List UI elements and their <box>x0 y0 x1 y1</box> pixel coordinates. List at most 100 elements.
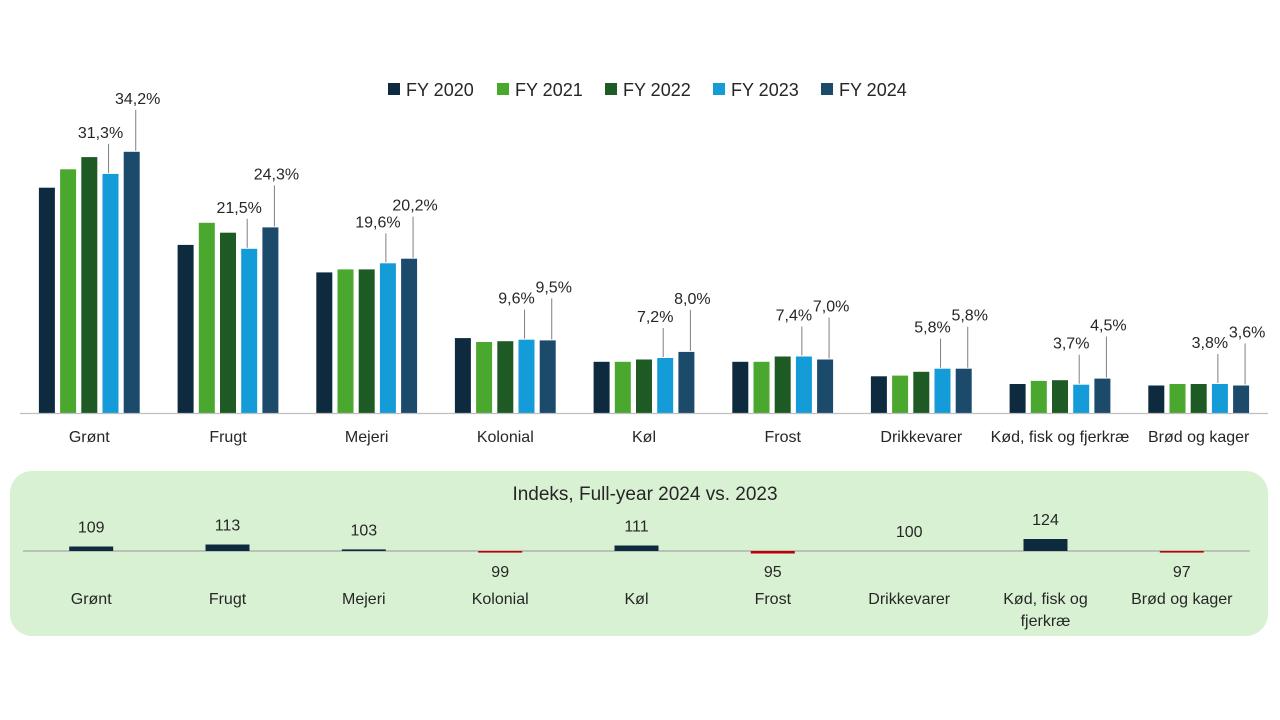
bar-5-4 <box>657 358 674 413</box>
index-category-label-2: Frugt <box>209 591 247 608</box>
index-category-label-7: Drikkevarer <box>868 591 950 608</box>
index-category-label-8-line-2: fjerkræ <box>1021 613 1071 630</box>
bar-5-3 <box>636 359 652 413</box>
bar-2-4 <box>241 248 258 413</box>
x-tick-label-6: Frost <box>764 429 801 446</box>
bar-3-3 <box>358 269 375 413</box>
x-tick-label-9: Brød og kager <box>1148 429 1250 446</box>
legend-label-5: FY 2024 <box>839 80 907 100</box>
data-label-4: 24,3% <box>254 166 299 183</box>
share-bar-chart: Grønt Frugt Mejeri Kolonial Køl Frost Drikkeva… <box>20 91 1268 446</box>
data-label-12: 7,0% <box>813 299 849 316</box>
index-bar-3 <box>341 549 386 551</box>
legend-swatch-4 <box>713 83 725 95</box>
data-label-6: 20,2% <box>392 198 437 215</box>
bar-1-1 <box>38 187 55 413</box>
x-tick-label-8: Kød, fisk og fjerkræ <box>991 429 1130 446</box>
x-tick-label-5: Køl <box>632 429 656 446</box>
bar-3-5 <box>401 258 418 413</box>
bar-1-2 <box>60 169 77 413</box>
bar-6-5 <box>817 359 834 413</box>
bar-4-3 <box>497 341 514 413</box>
data-label-17: 3,8% <box>1192 335 1228 352</box>
legend-label-3: FY 2022 <box>623 80 691 100</box>
bar-1-3 <box>81 157 98 413</box>
bar-6-3 <box>774 356 791 413</box>
bar-7-4 <box>934 368 951 413</box>
data-label-9: 7,2% <box>637 309 673 326</box>
index-category-label-6: Frost <box>755 591 792 608</box>
bar-8-1 <box>1009 384 1026 413</box>
bar-8-3 <box>1052 380 1068 413</box>
index-category-label-8-line-1: Kød, fisk og <box>1003 591 1087 608</box>
index-bar-6 <box>750 551 795 554</box>
data-label-10: 8,0% <box>674 291 710 308</box>
data-label-18: 3,6% <box>1229 325 1265 342</box>
data-label-7: 9,6% <box>498 291 534 308</box>
data-label-1: 31,3% <box>78 125 123 142</box>
bar-6-4 <box>795 356 812 413</box>
bar-9-5 <box>1233 385 1250 413</box>
data-label-13: 5,8% <box>914 320 950 337</box>
index-bar-1 <box>69 546 114 551</box>
bar-3-2 <box>337 269 354 413</box>
bar-9-2 <box>1169 384 1186 413</box>
data-label-14: 5,8% <box>951 308 987 325</box>
index-bar-5 <box>614 545 659 551</box>
index-category-label-3: Mejeri <box>342 591 386 608</box>
x-tick-label-3: Mejeri <box>345 429 389 446</box>
bar-4-1 <box>454 338 471 413</box>
index-bar-4 <box>478 551 523 553</box>
bar-8-2 <box>1030 380 1047 413</box>
data-label-5: 19,6% <box>355 214 400 231</box>
x-tick-label-4: Kolonial <box>477 429 534 446</box>
bar-7-5 <box>955 368 972 413</box>
index-value-label-1: 109 <box>78 520 105 537</box>
index-value-label-2: 113 <box>215 518 241 535</box>
index-value-label-3: 103 <box>350 522 377 539</box>
bar-7-3 <box>913 371 930 414</box>
index-value-label-8: 124 <box>1032 512 1059 529</box>
bar-8-4 <box>1073 384 1090 413</box>
index-value-label-4: 99 <box>491 564 509 581</box>
index-value-label-5: 111 <box>624 519 648 536</box>
bar-6-2 <box>753 361 770 413</box>
bar-5-2 <box>614 361 631 413</box>
bar-9-3 <box>1190 384 1207 413</box>
bar-9-1 <box>1148 385 1165 413</box>
index-category-label-9: Brød og kager <box>1131 591 1233 608</box>
index-category-label-4: Kolonial <box>472 591 529 608</box>
x-tick-label-1: Grønt <box>69 429 110 446</box>
legend-swatch-2 <box>497 83 509 95</box>
bar-2-1 <box>177 244 194 413</box>
legend-label-4: FY 2023 <box>731 80 799 100</box>
data-label-11: 7,4% <box>776 308 812 325</box>
chart-legend: FY 2020 FY 2021 FY 2022 FY 2023 FY 2024 <box>388 80 907 100</box>
bar-5-1 <box>593 361 610 413</box>
x-tick-label-7: Drikkevarer <box>880 429 962 446</box>
bar-2-3 <box>220 232 236 413</box>
legend-label-2: FY 2021 <box>515 80 583 100</box>
index-panel: Indeks, Full-year 2024 vs. 2023 109 Grønt… <box>10 471 1268 636</box>
legend-swatch-5 <box>821 83 833 95</box>
data-label-16: 4,5% <box>1090 318 1126 335</box>
index-value-label-7: 100 <box>896 524 923 541</box>
index-bar-8 <box>1023 539 1068 551</box>
index-value-label-9: 97 <box>1173 564 1191 581</box>
data-label-15: 3,7% <box>1053 336 1089 353</box>
legend-label-1: FY 2020 <box>406 80 474 100</box>
index-category-label-5: Køl <box>625 591 649 608</box>
bar-6-1 <box>732 361 749 413</box>
legend-swatch-1 <box>388 83 400 95</box>
data-label-3: 21,5% <box>217 200 262 217</box>
data-label-8: 9,5% <box>535 279 571 296</box>
index-panel-title: Indeks, Full-year 2024 vs. 2023 <box>512 484 777 505</box>
legend-swatch-3 <box>605 83 617 95</box>
bar-7-1 <box>870 376 887 413</box>
x-tick-label-2: Frugt <box>209 429 247 446</box>
bar-9-4 <box>1211 384 1228 413</box>
bar-1-5 <box>123 151 140 414</box>
bar-2-2 <box>198 222 215 413</box>
bar-3-4 <box>379 263 396 413</box>
